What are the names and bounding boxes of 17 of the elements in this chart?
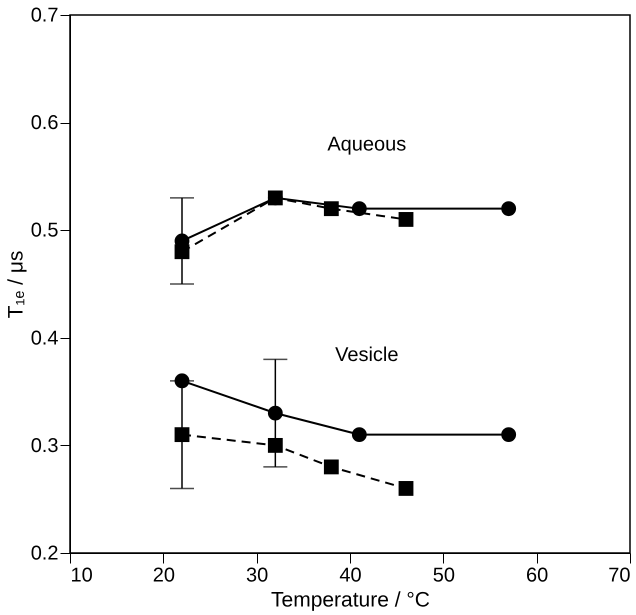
- annotation: Aqueous: [327, 134, 406, 156]
- x-tick-label: 10: [70, 564, 93, 586]
- y-tick-label: 0.4: [30, 327, 58, 350]
- y-tick-label: 0.6: [30, 112, 58, 134]
- x-tick-label: 20: [152, 564, 175, 586]
- x-tick-label: 40: [339, 564, 362, 586]
- x-tick-label: 30: [246, 564, 268, 586]
- y-tick-label: 0.2: [30, 542, 58, 564]
- x-tick-label: 70: [608, 564, 630, 586]
- x-axis-title: Temperature / °C: [271, 588, 430, 612]
- x-tick-label: 60: [526, 564, 548, 586]
- y-tick-label: 0.3: [30, 434, 58, 457]
- annotation: Vesicle: [335, 344, 398, 366]
- x-tick-label: 50: [432, 564, 455, 586]
- y-tick-label: 0.5: [30, 220, 58, 242]
- y-tick-label: 0.7: [30, 4, 58, 26]
- y-axis-title: T₁ₑ / μs: [4, 250, 28, 318]
